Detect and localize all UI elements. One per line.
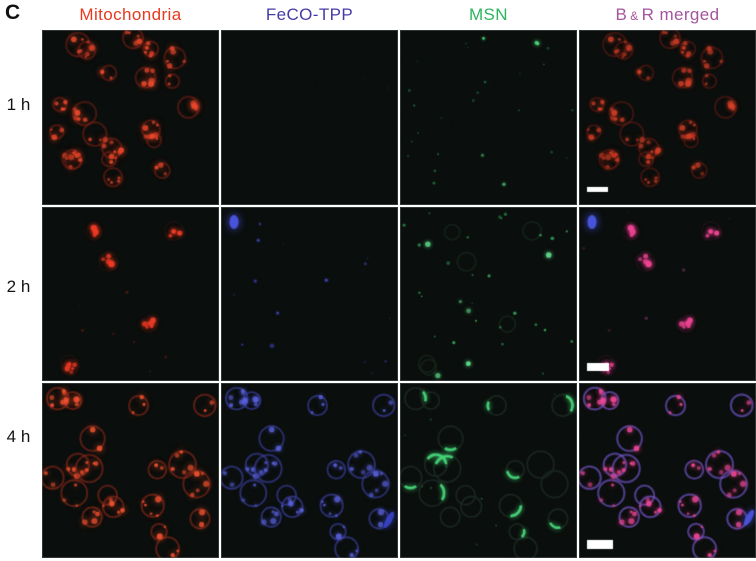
column-header-msn: MSN bbox=[469, 5, 508, 24]
micrograph-2h-mitochondria bbox=[42, 206, 219, 382]
micrograph-1h-mitochondria bbox=[42, 30, 219, 205]
column-header-mitochondria: Mitochondria bbox=[79, 5, 182, 24]
merged-label-b: B bbox=[615, 5, 628, 24]
micrograph-2h-feco-tpp bbox=[221, 206, 398, 382]
row-label-2h: 2 h bbox=[6, 277, 31, 296]
micrograph-2h-b-r-merged bbox=[579, 206, 756, 382]
merged-label-ampersand: & bbox=[630, 9, 639, 23]
micrograph-4h-mitochondria bbox=[42, 383, 219, 558]
micrograph-2h-msn bbox=[400, 206, 577, 382]
row-label-4h: 4 h bbox=[6, 427, 31, 446]
micrograph-1h-feco-tpp bbox=[221, 30, 398, 205]
micrograph-4h-b-r-merged bbox=[579, 383, 756, 558]
merged-label-r-merged: R merged bbox=[641, 5, 720, 24]
micrograph-4h-feco-tpp bbox=[221, 383, 398, 558]
micrograph-1h-msn bbox=[400, 30, 577, 205]
row-label-1h: 1 h bbox=[6, 95, 31, 114]
micrograph-1h-b-r-merged bbox=[579, 30, 756, 205]
panel-letter: C bbox=[5, 1, 21, 24]
column-header-feco-tpp: FeCO-TPP bbox=[265, 5, 354, 24]
micrograph-4h-msn bbox=[400, 383, 577, 558]
micrograph-grid bbox=[42, 30, 756, 558]
column-header-b-r-merged: B & R merged bbox=[579, 3, 756, 27]
